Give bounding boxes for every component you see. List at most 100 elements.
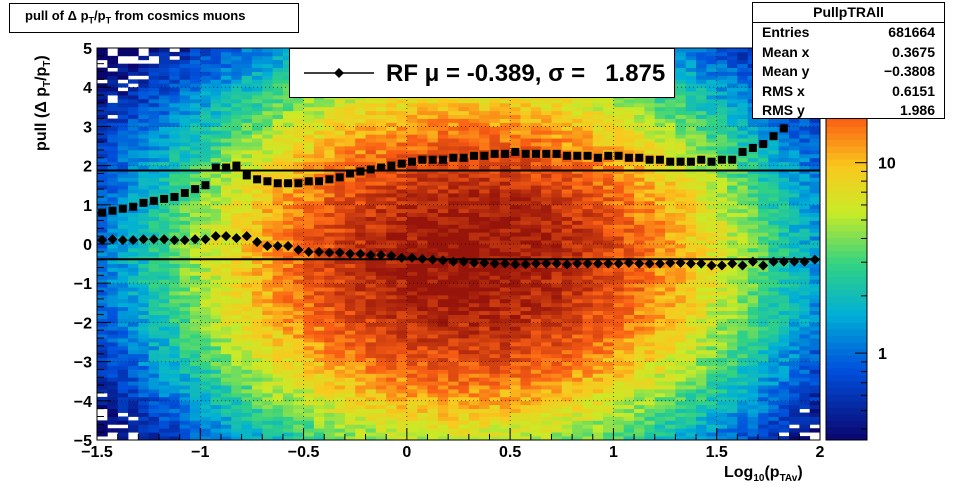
- heatmap-cell: [499, 165, 511, 170]
- heatmap-cell: [592, 349, 604, 355]
- heatmap-cell: [520, 216, 532, 221]
- heatmap-cell: [406, 208, 418, 214]
- heatmap-cell: [499, 306, 511, 312]
- heatmap-cell: [448, 361, 459, 366]
- heatmap-cell: [417, 291, 428, 296]
- heatmap-cell: [541, 330, 552, 335]
- heatmap-cell: [417, 220, 428, 225]
- heatmap-cell: [158, 298, 170, 304]
- heatmap-cell: [334, 114, 346, 119]
- heatmap-cell: [107, 330, 119, 335]
- heatmap-cell: [303, 361, 315, 366]
- heatmap-cell: [282, 55, 294, 61]
- heatmap-cell: [510, 389, 521, 394]
- heatmap-cell: [117, 95, 129, 100]
- heatmap-cell: [220, 228, 232, 233]
- heatmap-cell: [313, 349, 325, 355]
- heatmap-cell: [324, 428, 335, 433]
- heatmap-cell: [468, 200, 480, 206]
- heatmap-cell: [220, 83, 232, 88]
- heatmap-cell: [241, 416, 253, 421]
- heatmap-cell: [458, 377, 470, 382]
- heatmap-cell: [313, 294, 325, 300]
- heatmap-cell: [262, 381, 273, 386]
- heatmap-cell: [262, 232, 273, 237]
- heatmap-cell: [251, 106, 263, 112]
- heatmap-cell: [520, 275, 532, 280]
- heatmap-cell: [313, 138, 325, 143]
- heatmap-cell: [272, 251, 284, 257]
- heatmap-cell: [97, 126, 108, 131]
- heatmap-cell: [189, 424, 201, 429]
- heatmap-cell: [561, 385, 573, 390]
- heatmap-cell: [241, 287, 253, 292]
- heatmap-cell: [313, 432, 325, 437]
- heatmap-cell: [324, 392, 335, 398]
- heatmap-cell: [272, 283, 284, 288]
- heatmap-cell: [282, 200, 294, 206]
- heatmap-cell: [551, 193, 563, 198]
- heatmap-cell: [396, 216, 408, 221]
- heatmap-cell: [582, 420, 594, 425]
- heatmap-cell: [572, 98, 583, 104]
- heatmap-cell: [386, 106, 397, 112]
- heatmap-cell: [200, 357, 212, 362]
- heatmap-cell: [127, 193, 139, 198]
- heatmap-cell: [313, 424, 325, 429]
- heatmap-cell: [613, 400, 625, 406]
- heatmap-cell: [541, 204, 552, 210]
- heatmap-cell: [355, 275, 366, 280]
- heatmap-cell: [220, 71, 232, 76]
- heatmap-cell: [241, 392, 253, 398]
- heatmap-cell: [210, 157, 222, 163]
- heatmap-cell: [603, 326, 614, 331]
- heatmap-cell: [603, 369, 614, 374]
- heatmap-cell: [303, 267, 315, 272]
- heatmap-cell: [189, 392, 201, 398]
- heatmap-cell: [499, 385, 511, 390]
- heatmap-cell: [406, 181, 418, 186]
- heatmap-cell: [344, 165, 356, 170]
- heatmap-cell: [220, 196, 232, 202]
- heatmap-cell: [251, 67, 263, 72]
- heatmap-cell: [541, 377, 552, 382]
- heatmap-cell: [572, 369, 583, 374]
- heatmap-cell: [572, 106, 583, 112]
- heatmap-cell: [386, 349, 397, 355]
- heatmap-cell: [293, 216, 304, 221]
- heatmap-cell: [592, 314, 604, 319]
- heatmap-cell: [169, 228, 181, 233]
- heatmap-cell: [251, 130, 263, 135]
- heatmap-cell: [148, 193, 160, 198]
- heatmap-cell: [344, 267, 356, 272]
- heatmap-cell: [282, 196, 294, 202]
- heatmap-cell: [499, 169, 511, 174]
- heatmap-cell: [262, 416, 273, 421]
- heatmap-cell: [551, 130, 563, 135]
- heatmap-cell: [189, 134, 201, 139]
- heatmap-cell: [448, 275, 459, 280]
- heatmap-cell: [499, 342, 511, 347]
- heatmap-cell: [303, 310, 315, 315]
- heatmap-cell: [313, 381, 325, 386]
- heatmap-cell: [355, 208, 366, 214]
- heatmap-cell: [468, 98, 480, 104]
- heatmap-cell: [592, 204, 604, 210]
- heatmap-cell: [303, 142, 315, 147]
- heatmap-cell: [427, 149, 439, 155]
- heatmap-cell: [169, 291, 181, 296]
- heatmap-cell: [592, 436, 604, 441]
- heatmap-cell: [158, 322, 170, 327]
- heatmap-cell: [396, 196, 408, 202]
- heatmap-cell: [541, 240, 552, 245]
- heatmap-cell: [530, 193, 542, 198]
- heatmap-cell: [344, 377, 356, 382]
- heatmap-cell: [169, 396, 181, 402]
- heatmap-cell: [169, 385, 181, 390]
- heatmap-cell: [375, 389, 387, 394]
- heatmap-cell: [386, 420, 397, 425]
- heatmap-cell: [107, 287, 119, 292]
- heatmap-cell: [499, 173, 511, 178]
- heatmap-cell: [375, 373, 387, 378]
- heatmap-cell: [406, 357, 418, 362]
